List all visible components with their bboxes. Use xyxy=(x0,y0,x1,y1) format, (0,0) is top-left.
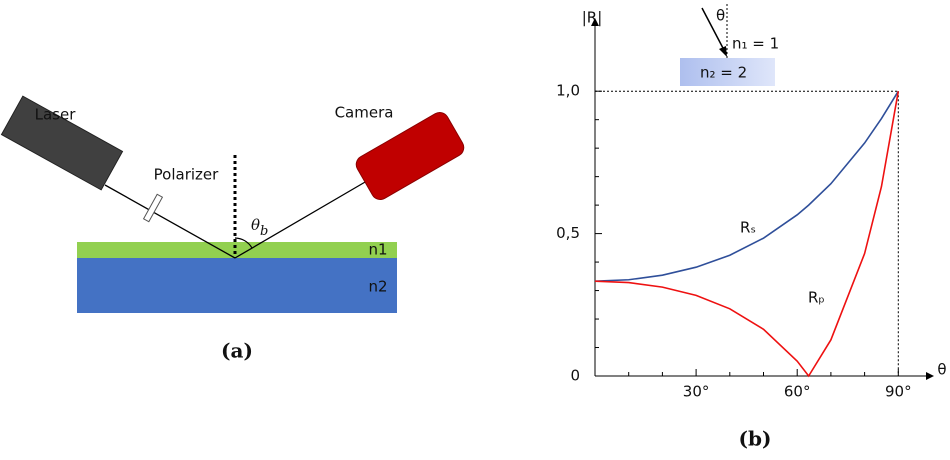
reflectance-curve xyxy=(594,91,900,378)
setup-diagram: Laser Polarizer Camera θb n1 n2 xyxy=(0,95,465,313)
layer-n2 xyxy=(77,258,397,313)
x-axis-label: θ xyxy=(937,361,946,379)
polarizer-label: Polarizer xyxy=(154,166,219,184)
caption-b: (b) xyxy=(739,427,772,451)
inset-medium xyxy=(680,58,775,86)
y-tick-label: 1,0 xyxy=(556,82,580,100)
x-axis-arrow xyxy=(926,372,934,380)
inset-angle: θ xyxy=(716,7,725,25)
camera-label: Camera xyxy=(335,104,394,122)
inset-ray xyxy=(701,7,725,51)
angle-symbol: θ xyxy=(251,216,260,234)
caption-a: (a) xyxy=(221,339,253,363)
y-axis-label: |R| xyxy=(582,9,603,27)
series-label: Rₛ xyxy=(740,219,756,237)
reflectance-curve xyxy=(594,90,899,282)
n2-label: n2 xyxy=(368,278,387,296)
incident-beam xyxy=(104,184,236,259)
angle-arc xyxy=(234,237,253,249)
y-tick-label: 0 xyxy=(570,367,580,385)
n1-label: n1 xyxy=(368,241,387,259)
inset-arrowhead xyxy=(719,46,727,57)
reflected-beam xyxy=(234,177,373,259)
inset: θ n₁ = 1 n₂ = 2 xyxy=(680,4,779,86)
y-tick-label: 0,5 xyxy=(556,224,580,242)
laser-label: Laser xyxy=(35,106,77,124)
y-axis-arrow xyxy=(591,18,599,26)
laser xyxy=(0,95,124,191)
x-tick-label: 30° xyxy=(683,383,710,401)
camera xyxy=(355,112,465,200)
series-label: Rₚ xyxy=(808,289,825,307)
angle-label: θb xyxy=(251,216,268,239)
x-tick-label: 90° xyxy=(885,383,912,401)
layer-n1 xyxy=(77,242,397,258)
x-tick-label: 60° xyxy=(784,383,811,401)
angle-subscript: b xyxy=(260,224,268,239)
inset-n1: n₁ = 1 xyxy=(732,35,779,53)
polarizer xyxy=(142,193,164,223)
inset-n2: n₂ = 2 xyxy=(700,64,747,82)
